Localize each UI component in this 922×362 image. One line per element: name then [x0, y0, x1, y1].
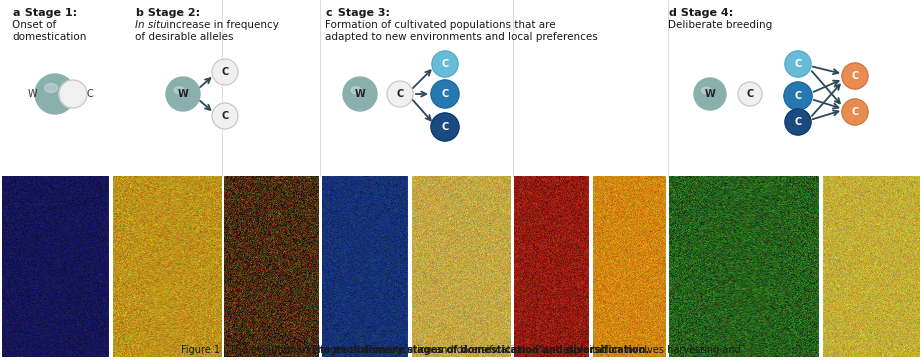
Circle shape — [59, 80, 87, 108]
Text: In situ: In situ — [135, 20, 167, 30]
Text: Stage 4:: Stage 4: — [677, 8, 733, 18]
Text: Stage 2:: Stage 2: — [144, 8, 200, 18]
Circle shape — [842, 63, 868, 89]
Circle shape — [694, 78, 726, 110]
Circle shape — [738, 82, 762, 106]
Circle shape — [387, 81, 413, 107]
Text: C: C — [851, 71, 858, 81]
Circle shape — [212, 103, 238, 129]
Text: W: W — [178, 89, 188, 99]
Text: C: C — [221, 67, 229, 77]
Text: C: C — [442, 89, 449, 99]
Circle shape — [432, 51, 458, 77]
Ellipse shape — [174, 87, 184, 94]
Ellipse shape — [351, 87, 361, 94]
Text: a: a — [12, 8, 19, 18]
Text: C: C — [87, 89, 93, 99]
Text: C: C — [795, 117, 801, 127]
Text: Onset of: Onset of — [12, 20, 56, 30]
Circle shape — [785, 51, 811, 77]
Text: C: C — [442, 122, 449, 132]
Text: C: C — [396, 89, 404, 99]
Text: C: C — [795, 91, 801, 101]
Circle shape — [842, 99, 868, 125]
Text: of desirable alleles: of desirable alleles — [135, 32, 233, 42]
Ellipse shape — [44, 84, 57, 93]
Circle shape — [431, 113, 459, 141]
Text: Deliberate breeding: Deliberate breeding — [668, 20, 773, 30]
Circle shape — [784, 82, 812, 110]
Text: Formation of cultivated populations that are: Formation of cultivated populations that… — [325, 20, 556, 30]
Text: increase in frequency: increase in frequency — [163, 20, 278, 30]
Circle shape — [35, 74, 75, 114]
Text: c: c — [325, 8, 332, 18]
Circle shape — [212, 59, 238, 85]
Text: W: W — [704, 89, 715, 99]
Circle shape — [166, 77, 200, 111]
Text: b: b — [135, 8, 143, 18]
Text: The evolutionary stages of domestication and diversification.: The evolutionary stages of domestication… — [273, 345, 649, 355]
Text: C: C — [221, 111, 229, 121]
Text: Stage 1:: Stage 1: — [21, 8, 77, 18]
Text: C: C — [747, 89, 753, 99]
Text: Stage 3:: Stage 3: — [334, 8, 390, 18]
Text: Figure 1 | The evolutionary stages of domestication and diversification.  Plant : Figure 1 | The evolutionary stages of do… — [181, 345, 741, 355]
Text: adapted to new environments and local preferences: adapted to new environments and local pr… — [325, 32, 597, 42]
Text: d: d — [668, 8, 676, 18]
Text: domestication: domestication — [12, 32, 87, 42]
Text: C: C — [442, 59, 449, 69]
Text: C: C — [851, 107, 858, 117]
Text: W: W — [27, 89, 37, 99]
Circle shape — [343, 77, 377, 111]
Ellipse shape — [702, 87, 711, 94]
Circle shape — [431, 80, 459, 108]
Text: W: W — [355, 89, 365, 99]
Text: C: C — [795, 59, 801, 69]
Circle shape — [785, 109, 811, 135]
